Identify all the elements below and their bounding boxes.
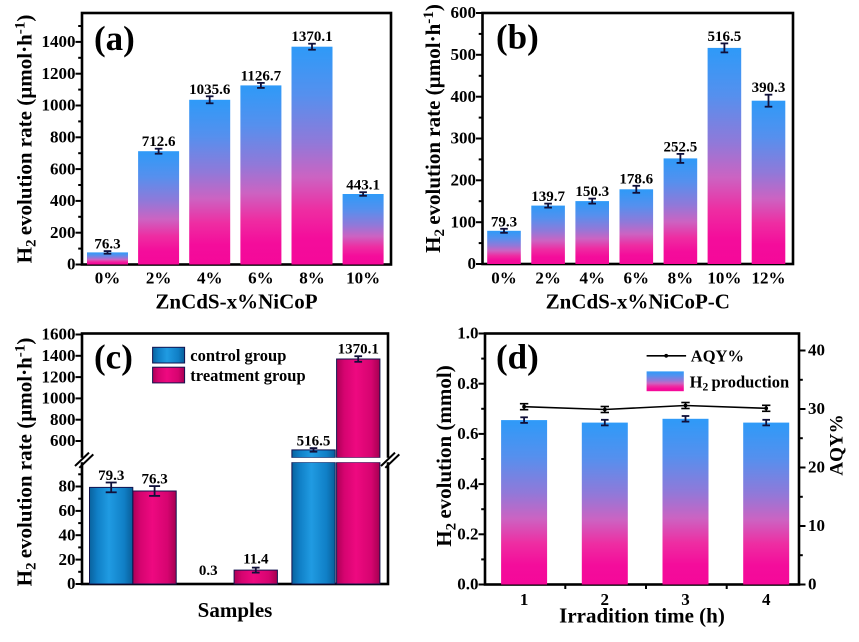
svg-text:10%: 10%	[346, 269, 380, 288]
svg-text:2: 2	[601, 590, 610, 609]
svg-text:1600: 1600	[42, 325, 76, 344]
svg-text:1370.1: 1370.1	[338, 342, 379, 358]
svg-text:(d): (d)	[496, 338, 539, 377]
svg-text:252.5: 252.5	[664, 139, 698, 155]
svg-text:H2 evolution rate (µmol·h-1): H2 evolution rate (µmol·h-1)	[421, 4, 448, 253]
svg-text:712.6: 712.6	[142, 134, 176, 150]
svg-text:76.3: 76.3	[141, 472, 167, 488]
svg-text:400: 400	[451, 87, 477, 106]
svg-text:1400: 1400	[42, 32, 76, 51]
svg-text:443.1: 443.1	[346, 178, 380, 194]
svg-text:control group: control group	[190, 346, 286, 365]
svg-text:H2 evolution rate (µmol·h-1): H2 evolution rate (µmol·h-1)	[13, 15, 40, 264]
svg-text:(a): (a)	[94, 19, 135, 58]
svg-text:0: 0	[67, 255, 76, 274]
svg-text:8%: 8%	[668, 269, 694, 288]
svg-text:0.3: 0.3	[199, 563, 218, 579]
svg-text:40: 40	[59, 526, 76, 545]
svg-text:2%: 2%	[146, 269, 172, 288]
svg-text:4: 4	[762, 590, 771, 609]
svg-text:600: 600	[451, 3, 477, 22]
svg-text:(b): (b)	[496, 18, 539, 57]
svg-text:100: 100	[451, 212, 477, 231]
svg-text:390.3: 390.3	[752, 80, 786, 96]
svg-text:treatment group: treatment group	[190, 366, 305, 385]
svg-text:60: 60	[59, 501, 76, 520]
svg-text:139.7: 139.7	[531, 189, 565, 205]
svg-text:0.0: 0.0	[457, 575, 478, 594]
svg-text:ZnCdS-x%NiCoP: ZnCdS-x%NiCoP	[155, 290, 317, 314]
svg-text:H2 evolution rate (µmol·h-1): H2 evolution rate (µmol·h-1)	[13, 338, 40, 587]
svg-text:400: 400	[50, 191, 76, 210]
svg-text:178.6: 178.6	[619, 171, 653, 187]
svg-text:10: 10	[808, 516, 825, 535]
svg-text:10%: 10%	[707, 269, 741, 288]
svg-text:Irradition time (h): Irradition time (h)	[559, 604, 725, 628]
svg-text:0.8: 0.8	[457, 374, 478, 393]
svg-text:H2 production: H2 production	[690, 373, 790, 394]
svg-text:ZnCdS-x%NiCoP-C: ZnCdS-x%NiCoP-C	[546, 290, 730, 314]
svg-text:516.5: 516.5	[297, 433, 331, 449]
svg-text:76.3: 76.3	[94, 237, 120, 253]
svg-text:(c): (c)	[94, 338, 133, 377]
svg-text:79.3: 79.3	[98, 468, 124, 484]
svg-text:H2 evolution (mmol): H2 evolution (mmol)	[432, 365, 460, 546]
svg-text:0: 0	[67, 574, 76, 593]
svg-text:6%: 6%	[624, 269, 650, 288]
svg-text:1126.7: 1126.7	[241, 68, 282, 84]
svg-text:11.4: 11.4	[243, 552, 269, 568]
svg-text:1035.6: 1035.6	[189, 82, 231, 98]
svg-text:Samples: Samples	[198, 598, 273, 622]
svg-text:0.4: 0.4	[457, 474, 479, 493]
svg-text:12%: 12%	[752, 269, 786, 288]
svg-text:600: 600	[50, 159, 76, 178]
svg-text:0.6: 0.6	[457, 424, 478, 443]
svg-text:1400: 1400	[42, 346, 76, 365]
svg-text:1200: 1200	[42, 367, 76, 386]
svg-text:500: 500	[451, 45, 477, 64]
svg-text:4%: 4%	[579, 269, 605, 288]
svg-text:3: 3	[681, 590, 690, 609]
svg-text:0.2: 0.2	[457, 525, 478, 544]
svg-text:AQY%: AQY%	[827, 414, 848, 475]
svg-text:80: 80	[59, 477, 76, 496]
svg-text:AQY%: AQY%	[691, 347, 744, 366]
svg-text:800: 800	[50, 128, 76, 147]
svg-text:0%: 0%	[95, 269, 121, 288]
svg-text:0: 0	[808, 575, 817, 594]
svg-text:79.3: 79.3	[491, 214, 517, 230]
svg-text:6%: 6%	[248, 269, 274, 288]
svg-text:300: 300	[451, 129, 477, 148]
svg-text:2%: 2%	[535, 269, 561, 288]
svg-text:150.3: 150.3	[575, 184, 609, 200]
svg-text:0%: 0%	[491, 269, 517, 288]
svg-text:516.5: 516.5	[708, 29, 742, 45]
svg-text:20: 20	[808, 458, 825, 477]
svg-text:8%: 8%	[299, 269, 325, 288]
svg-text:1: 1	[520, 590, 529, 609]
svg-text:200: 200	[50, 223, 76, 242]
svg-text:1.0: 1.0	[457, 324, 478, 343]
svg-text:600: 600	[50, 431, 76, 450]
svg-text:1000: 1000	[42, 96, 76, 115]
svg-text:1000: 1000	[42, 389, 76, 408]
svg-text:1200: 1200	[42, 64, 76, 83]
svg-text:200: 200	[451, 171, 477, 190]
svg-text:1370.1: 1370.1	[291, 29, 332, 45]
svg-text:4%: 4%	[197, 269, 223, 288]
svg-text:40: 40	[808, 341, 825, 360]
svg-text:800: 800	[50, 410, 76, 429]
svg-text:30: 30	[808, 399, 825, 418]
svg-text:20: 20	[59, 550, 76, 569]
svg-text:0: 0	[468, 254, 477, 273]
